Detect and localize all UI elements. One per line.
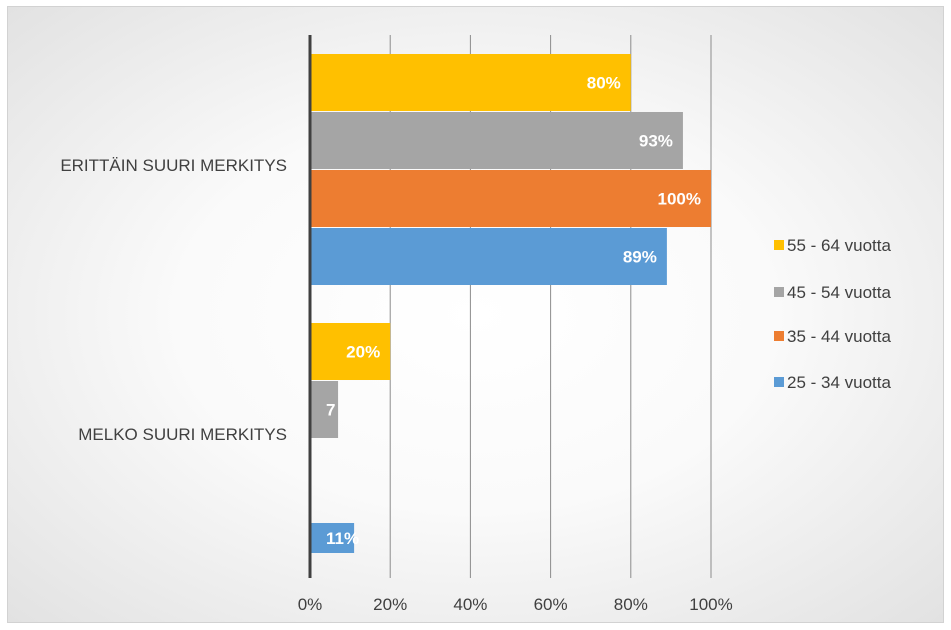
category-label: ERITTÄIN SUURI MERKITYS bbox=[60, 156, 287, 175]
legend-swatch bbox=[774, 240, 784, 250]
bar[interactable] bbox=[310, 228, 667, 285]
data-label: 7 bbox=[326, 401, 335, 420]
data-label: 100% bbox=[658, 190, 701, 209]
legend-label: 55 - 64 vuotta bbox=[787, 236, 892, 255]
bar[interactable] bbox=[310, 323, 391, 380]
category-label: MELKO SUURI MERKITYS bbox=[78, 425, 287, 444]
legend-label: 45 - 54 vuotta bbox=[787, 283, 892, 302]
x-tick-label: 60% bbox=[534, 595, 568, 614]
data-label: 93% bbox=[639, 132, 673, 151]
x-tick-label: 100% bbox=[689, 595, 732, 614]
legend-label: 35 - 44 vuotta bbox=[787, 327, 892, 346]
data-label: 20% bbox=[346, 343, 380, 362]
legend-swatch bbox=[774, 331, 784, 341]
bar[interactable] bbox=[310, 112, 683, 169]
x-tick-label: 20% bbox=[373, 595, 407, 614]
bar[interactable] bbox=[310, 523, 355, 553]
data-label: 89% bbox=[623, 248, 657, 267]
x-tick-label: 0% bbox=[298, 595, 323, 614]
x-tick-label: 80% bbox=[614, 595, 648, 614]
bar[interactable] bbox=[310, 381, 339, 438]
data-label: 11% bbox=[326, 529, 359, 548]
legend-swatch bbox=[774, 377, 784, 387]
bar[interactable] bbox=[310, 170, 711, 227]
data-label: 80% bbox=[587, 74, 621, 93]
legend-swatch bbox=[774, 287, 784, 297]
legend-label: 25 - 34 vuotta bbox=[787, 373, 892, 392]
bar[interactable] bbox=[310, 54, 631, 111]
x-tick-label: 40% bbox=[453, 595, 487, 614]
